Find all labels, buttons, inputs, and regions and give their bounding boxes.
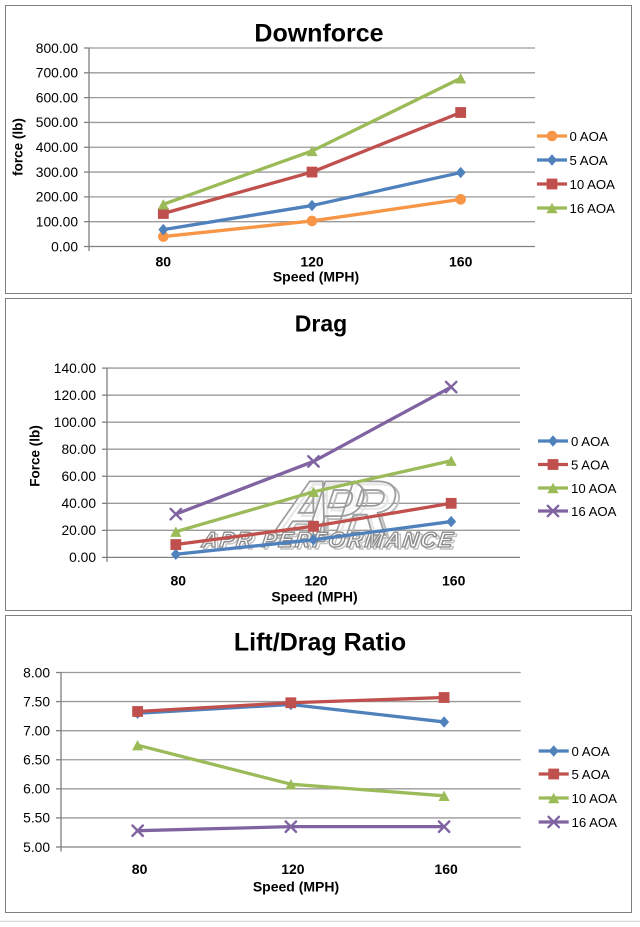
svg-text:120: 120 <box>281 861 305 877</box>
svg-text:700.00: 700.00 <box>36 66 79 81</box>
svg-text:Speed (MPH): Speed (MPH) <box>273 269 359 285</box>
svg-text:200.00: 200.00 <box>36 190 79 205</box>
svg-text:16 AOA: 16 AOA <box>570 201 616 216</box>
svg-text:10 AOA: 10 AOA <box>572 791 618 806</box>
svg-text:force (lb): force (lb) <box>11 118 26 176</box>
svg-text:0 AOA: 0 AOA <box>571 434 609 449</box>
svg-text:0 AOA: 0 AOA <box>570 129 608 144</box>
svg-text:5 AOA: 5 AOA <box>572 767 610 782</box>
svg-text:0 AOA: 0 AOA <box>572 744 610 759</box>
svg-text:160: 160 <box>442 573 466 589</box>
svg-text:80.00: 80.00 <box>61 442 96 457</box>
svg-text:100.00: 100.00 <box>54 415 97 430</box>
svg-text:300.00: 300.00 <box>36 165 79 180</box>
svg-text:80: 80 <box>132 861 148 877</box>
svg-text:140.00: 140.00 <box>54 361 97 376</box>
svg-text:6.50: 6.50 <box>23 753 50 768</box>
svg-text:40.00: 40.00 <box>61 496 96 511</box>
svg-text:5.50: 5.50 <box>23 811 50 826</box>
svg-text:Downforce: Downforce <box>254 20 383 48</box>
svg-text:5 AOA: 5 AOA <box>571 457 609 472</box>
svg-text:0.00: 0.00 <box>51 239 78 254</box>
svg-text:16 AOA: 16 AOA <box>571 504 617 519</box>
svg-text:6.00: 6.00 <box>23 782 50 797</box>
svg-text:60.00: 60.00 <box>61 469 96 484</box>
svg-text:120: 120 <box>300 254 324 270</box>
svg-text:400.00: 400.00 <box>36 140 79 155</box>
svg-text:Lift/Drag Ratio: Lift/Drag Ratio <box>234 629 406 657</box>
svg-text:500.00: 500.00 <box>36 115 79 130</box>
svg-text:120.00: 120.00 <box>54 388 97 403</box>
svg-text:Speed (MPH): Speed (MPH) <box>253 879 339 895</box>
svg-text:800.00: 800.00 <box>36 41 79 56</box>
svg-text:80: 80 <box>156 254 172 270</box>
svg-text:8.00: 8.00 <box>23 665 50 680</box>
svg-text:0.00: 0.00 <box>69 550 96 565</box>
svg-text:600.00: 600.00 <box>36 90 79 105</box>
svg-text:5 AOA: 5 AOA <box>570 153 608 168</box>
svg-text:120: 120 <box>304 573 328 589</box>
svg-text:APR PERFORMANCE: APR PERFORMANCE <box>202 529 459 554</box>
svg-text:20.00: 20.00 <box>61 523 96 538</box>
svg-text:100.00: 100.00 <box>36 215 79 230</box>
svg-text:5.00: 5.00 <box>23 840 50 855</box>
svg-text:Force (lb): Force (lb) <box>28 425 43 487</box>
svg-text:16 AOA: 16 AOA <box>572 815 618 830</box>
svg-text:160: 160 <box>449 254 473 270</box>
svg-text:7.00: 7.00 <box>23 724 50 739</box>
svg-text:7.50: 7.50 <box>23 694 50 709</box>
svg-text:10 AOA: 10 AOA <box>571 481 617 496</box>
svg-text:80: 80 <box>171 573 187 589</box>
svg-text:160: 160 <box>434 861 458 877</box>
svg-text:Drag: Drag <box>295 311 347 337</box>
svg-text:10 AOA: 10 AOA <box>570 177 616 192</box>
svg-text:Speed (MPH): Speed (MPH) <box>271 589 357 605</box>
